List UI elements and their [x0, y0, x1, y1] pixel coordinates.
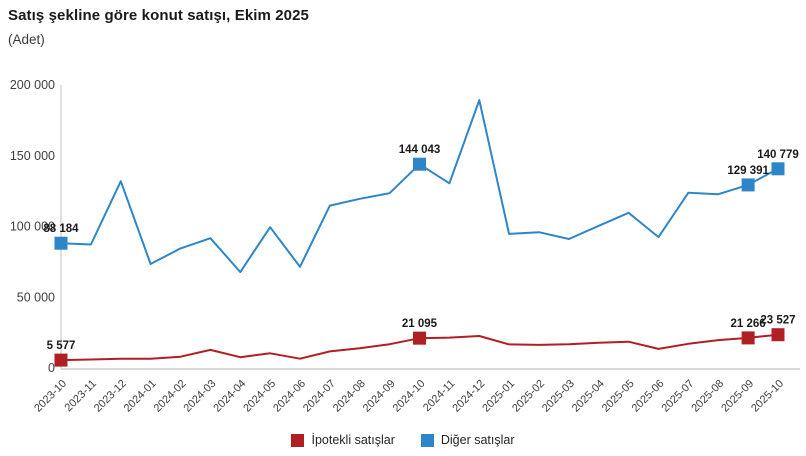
y-tick-label: 150 000 — [10, 149, 55, 163]
series-marker — [741, 331, 755, 345]
y-tick-label: 200 000 — [10, 78, 55, 92]
series-marker — [54, 353, 68, 367]
series-marker — [54, 236, 68, 250]
data-label: 21 095 — [402, 318, 438, 330]
chart-unit-label: (Adet) — [8, 32, 45, 47]
legend-label-diger: Diğer satışlar — [440, 433, 515, 447]
series-line-1 — [60, 99, 779, 274]
x-tick-label: 2024-10 — [391, 378, 428, 415]
data-label: 21 266 — [731, 318, 766, 330]
series-marker — [741, 178, 755, 192]
chart-legend: İpotekli satışlar Diğer satışlar — [0, 429, 806, 451]
data-label: 144 043 — [399, 144, 441, 156]
x-tick-label: 2023-10 — [32, 378, 69, 415]
data-label: 129 391 — [727, 165, 769, 177]
data-label: 23 527 — [760, 315, 795, 327]
series-marker — [413, 157, 426, 171]
y-tick-label: 50 000 — [17, 290, 55, 304]
data-label: 5 577 — [47, 340, 76, 352]
y-tick-label: 0 — [48, 361, 55, 375]
data-label: 140 779 — [757, 149, 799, 161]
chart-title: Satış şekline göre konut satışı, Ekim 20… — [8, 7, 309, 24]
series-marker — [413, 331, 426, 345]
data-label: 88 184 — [43, 223, 79, 235]
legend-swatch-diger-icon — [420, 433, 434, 447]
legend-swatch-ipotekli-icon — [291, 433, 305, 447]
y-tick-label: 100 000 — [10, 220, 55, 234]
legend-item-diger: Diğer satışlar — [420, 433, 515, 447]
series-marker — [771, 328, 785, 342]
series-marker — [771, 162, 785, 176]
legend-item-ipotekli: İpotekli satışlar — [291, 433, 395, 447]
legend-label-ipotekli: İpotekli satışlar — [311, 433, 395, 447]
x-tick-label: 2025-10 — [749, 378, 786, 415]
